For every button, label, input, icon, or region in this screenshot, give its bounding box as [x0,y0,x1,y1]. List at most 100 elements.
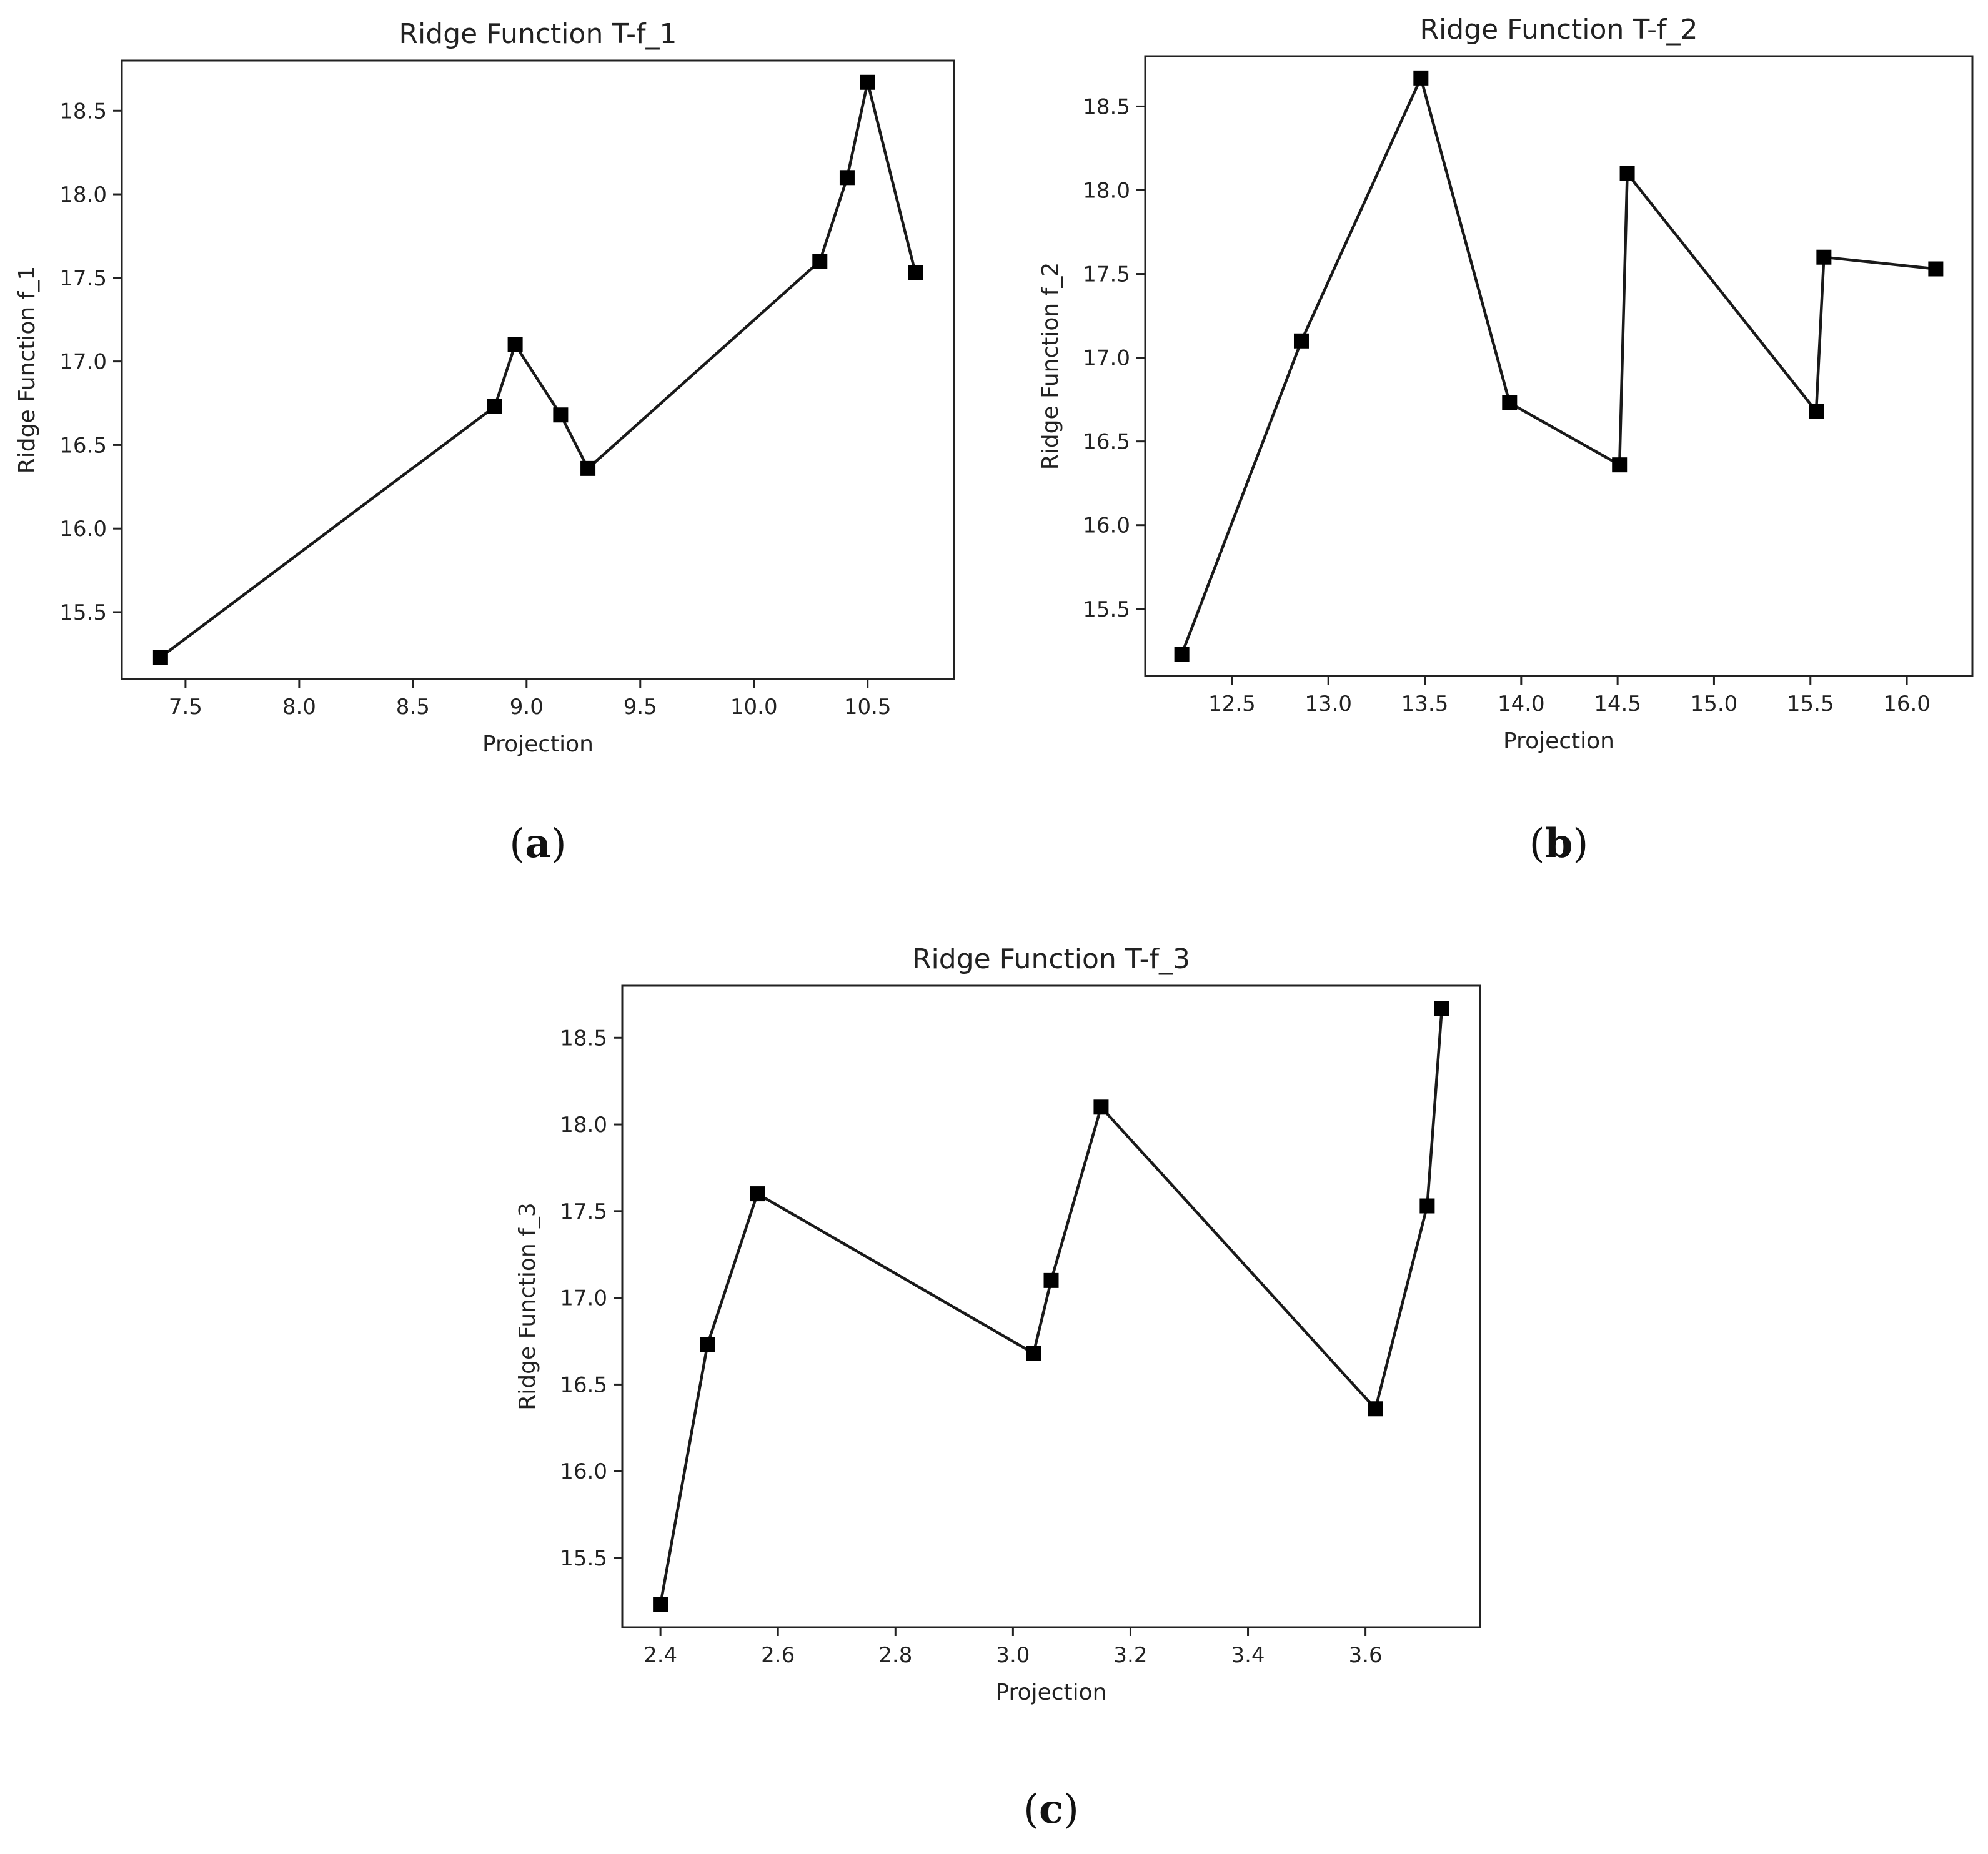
y-tick-label: 17.5 [1083,262,1130,287]
y-tick-label: 18.0 [560,1113,607,1138]
y-tick-label: 16.0 [1083,513,1130,538]
panel-caption: (a) [509,820,566,867]
chart-title: Ridge Function T-f_3 [912,943,1190,975]
data-point-marker [507,337,523,352]
data-point-marker [152,650,168,665]
chart-title: Ridge Function T-f_1 [399,18,677,50]
data-point-marker [1619,166,1635,181]
data-point-marker [1502,395,1518,410]
data-point-marker [1368,1401,1383,1417]
data-point-marker [1293,333,1309,349]
y-tick-label: 17.0 [560,1286,607,1311]
x-tick-label: 8.5 [396,695,430,720]
caption-open-paren: ( [1529,821,1545,867]
y-tick-label: 18.5 [59,99,107,124]
data-point-marker [487,399,502,414]
data-point-marker [750,1186,765,1202]
data-point-marker [1816,249,1832,265]
caption-letter: a [525,820,550,867]
y-tick-label: 17.5 [560,1199,607,1224]
data-point-marker [653,1597,668,1612]
x-tick-label: 3.2 [1113,1643,1147,1668]
caption-open-paren: ( [1023,1787,1039,1833]
data-point-marker [1809,404,1824,419]
x-axis-label: Projection [995,1680,1106,1705]
x-tick-label: 14.5 [1594,692,1641,716]
y-tick-label: 16.0 [59,517,107,542]
x-tick-label: 10.0 [730,695,778,720]
y-tick-label: 16.5 [59,433,107,458]
y-axis-label: Ridge Function f_3 [515,1202,540,1410]
x-axis-label: Projection [1503,728,1614,754]
plot-frame [1144,55,1974,677]
caption-close-paren: ) [1573,821,1588,867]
caption-letter: c [1039,1786,1063,1833]
x-tick-label: 15.5 [1787,692,1834,716]
data-point-marker [580,460,596,476]
data-point-marker [700,1337,715,1352]
y-tick-label: 15.5 [560,1546,607,1571]
y-axis-label: Ridge Function f_2 [1038,262,1063,470]
data-point-marker [1413,70,1429,86]
y-tick-label: 18.5 [560,1026,607,1051]
y-tick-label: 15.5 [59,600,107,625]
x-tick-label: 10.5 [844,695,892,720]
x-tick-label: 16.0 [1883,692,1931,716]
data-point-marker [1612,457,1628,473]
caption-letter: b [1545,820,1573,867]
plot-frame [621,984,1481,1628]
x-tick-label: 9.5 [624,695,657,720]
data-point-marker [839,170,855,186]
panel-caption: (c) [1023,1786,1079,1833]
y-axis-label: Ridge Function f_1 [14,266,40,473]
data-point-marker [1043,1272,1059,1288]
x-axis-label: Projection [482,731,594,757]
x-tick-label: 3.4 [1231,1643,1265,1668]
data-point-marker [1434,1001,1449,1016]
caption-close-paren: ) [1063,1787,1079,1833]
y-tick-label: 18.0 [59,182,107,207]
data-point-marker [1174,647,1190,662]
y-tick-label: 15.5 [1083,597,1130,622]
chart-panel-b: Ridge Function T-f_2 12.5 13.0 13.5 14.0 14.5… [1038,14,1974,867]
x-tick-label: 15.0 [1691,692,1738,716]
series-line [1180,76,1936,655]
data-point-marker [1928,261,1944,277]
chart-panel-c: Ridge Function T-f_3 2.4 2.6 2.8 3.0 3.2 3.4 3.… [515,943,1481,1833]
chart-title: Ridge Function T-f_2 [1419,14,1697,46]
x-tick-label: 12.5 [1208,692,1256,716]
data-point-marker [1026,1346,1041,1361]
data-point-marker [1419,1198,1435,1214]
chart-panel-a: Ridge Function T-f_1 7.5 8.0 8.5 9.0 9.5 10.0 1… [14,18,955,867]
y-tick-label: 17.5 [59,266,107,291]
x-tick-label: 3.0 [996,1643,1030,1668]
x-tick-label: 13.0 [1305,692,1352,716]
data-point-marker [1093,1099,1109,1115]
series-line [159,81,917,658]
x-tick-label: 2.8 [878,1643,912,1668]
data-point-marker [908,265,923,280]
y-tick-label: 17.0 [1083,346,1130,371]
x-tick-label: 7.5 [169,695,202,720]
y-tick-label: 18.0 [1083,178,1130,203]
series-line [659,1008,1444,1605]
x-tick-label: 8.0 [282,695,316,720]
caption-close-paren: ) [551,821,567,867]
y-tick-label: 16.5 [1083,430,1130,455]
panel-caption: (b) [1529,820,1589,867]
x-tick-label: 3.6 [1349,1643,1383,1668]
x-tick-label: 9.0 [510,695,544,720]
x-tick-label: 2.4 [644,1643,677,1668]
y-tick-label: 17.0 [59,350,107,375]
y-tick-label: 18.5 [1083,94,1130,119]
plot-frame [121,59,955,680]
x-tick-label: 2.6 [761,1643,795,1668]
x-tick-label: 13.5 [1401,692,1449,716]
x-tick-label: 14.0 [1498,692,1545,716]
caption-open-paren: ( [509,821,525,867]
y-tick-label: 16.5 [560,1372,607,1397]
data-point-marker [553,407,569,423]
y-tick-label: 16.0 [560,1459,607,1484]
data-point-marker [812,254,828,269]
